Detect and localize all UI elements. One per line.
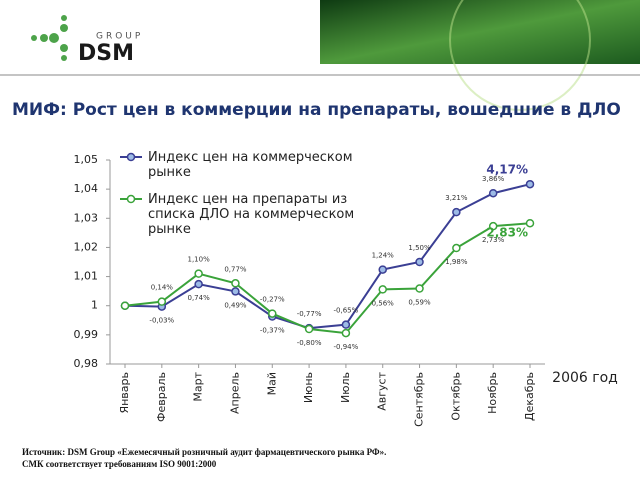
marker bbox=[525, 218, 535, 228]
value-label: 2,83% bbox=[486, 226, 528, 240]
marker bbox=[341, 320, 351, 329]
chart-title: МИФ: Рост цен в коммерции на препараты, … bbox=[12, 100, 621, 120]
legend: Индекс цен на коммерческом рынке Индекс ц… bbox=[120, 150, 398, 249]
marker bbox=[194, 269, 203, 278]
value-label: -0,27% bbox=[260, 296, 285, 304]
x-tick-label: Май bbox=[265, 372, 278, 395]
y-tick-label: 1,02 bbox=[74, 240, 99, 253]
value-label: 3,86% bbox=[482, 175, 505, 183]
legend-item: Индекс цен на коммерческом рынке bbox=[120, 150, 398, 180]
x-tick-label: Апрель bbox=[228, 372, 241, 414]
x-tick-label: Июль bbox=[339, 372, 352, 403]
marker bbox=[341, 328, 351, 338]
footer: Источник: DSM Group «Ежемесячный розничн… bbox=[22, 446, 386, 470]
x-tick-label: Март bbox=[192, 371, 205, 401]
series-line bbox=[124, 183, 531, 330]
marker bbox=[120, 301, 130, 310]
marker bbox=[488, 188, 498, 198]
marker bbox=[452, 207, 461, 217]
x-tick-label: Декабрь bbox=[523, 372, 536, 421]
legend-label: Индекс цен на препараты из списка ДЛО на… bbox=[148, 192, 355, 237]
marker bbox=[231, 287, 240, 296]
value-label: 2,73% bbox=[482, 236, 505, 244]
header-image bbox=[320, 0, 640, 64]
marker bbox=[415, 284, 424, 293]
x-tick-label: Август bbox=[376, 371, 389, 410]
value-label: 0,74% bbox=[188, 294, 211, 302]
y-tick-label: 1,05 bbox=[74, 153, 99, 166]
value-label: 0,49% bbox=[224, 301, 247, 309]
x-tick-label: Февраль bbox=[155, 372, 168, 422]
marker bbox=[304, 324, 314, 334]
marker bbox=[231, 279, 240, 288]
y-tick-label: 1 bbox=[91, 299, 98, 312]
x-tick-label: Сентябрь bbox=[413, 372, 426, 427]
y-tick-label: 1,04 bbox=[74, 182, 99, 195]
logo-big: DSM bbox=[78, 41, 134, 66]
value-label: 0,14% bbox=[151, 284, 174, 292]
annotation: 2006 год bbox=[552, 370, 618, 386]
value-label: -0,77% bbox=[297, 310, 322, 318]
marker bbox=[268, 309, 277, 318]
footer-line: СМК соответствует требованиям ISO 9001:2… bbox=[22, 459, 217, 469]
x-tick-label: Октябрь bbox=[449, 372, 462, 421]
marker bbox=[378, 265, 387, 274]
marker bbox=[488, 221, 498, 231]
value-label: 1,24% bbox=[372, 252, 395, 260]
logo-small: GROUP bbox=[96, 32, 143, 42]
legend-label: Индекс цен на коммерческом рынке bbox=[148, 150, 353, 180]
value-label: -0,37% bbox=[260, 326, 285, 334]
legend-item: Индекс цен на препараты из списка ДЛО на… bbox=[120, 192, 398, 237]
value-label: 0,77% bbox=[224, 265, 247, 273]
value-label: -0,80% bbox=[297, 339, 322, 347]
value-label: 3,21% bbox=[445, 194, 468, 202]
legend-swatch bbox=[120, 152, 142, 162]
value-label: -0,94% bbox=[334, 343, 359, 351]
x-tick-label: Ноябрь bbox=[486, 372, 499, 414]
y-tick-label: 0,98 bbox=[74, 357, 99, 370]
value-label: 4,17% bbox=[486, 163, 528, 177]
legend-swatch bbox=[120, 194, 142, 204]
y-tick-label: 1,03 bbox=[74, 211, 99, 224]
logo-dots bbox=[31, 15, 68, 61]
footer-line: Источник: DSM Group «Ежемесячный розничн… bbox=[22, 447, 387, 457]
marker bbox=[415, 257, 424, 267]
value-label: 1,98% bbox=[445, 258, 468, 266]
marker bbox=[378, 285, 387, 294]
y-tick-label: 1,01 bbox=[74, 270, 99, 283]
marker bbox=[525, 179, 535, 189]
header-image-decor bbox=[449, 0, 591, 111]
value-label: -0,65% bbox=[334, 307, 359, 315]
value-label: -0,03% bbox=[149, 317, 174, 325]
y-tick-label: 0,99 bbox=[74, 328, 99, 341]
marker bbox=[194, 279, 203, 289]
marker bbox=[452, 243, 461, 253]
value-label: 0,59% bbox=[408, 299, 431, 307]
x-tick-label: Январь bbox=[118, 372, 131, 414]
x-tick-label: Июнь bbox=[302, 372, 315, 403]
value-label: 1,50% bbox=[408, 244, 431, 252]
value-label: 0,56% bbox=[372, 299, 395, 307]
marker bbox=[157, 297, 167, 306]
value-label: 1,10% bbox=[188, 256, 211, 264]
series-line bbox=[124, 222, 531, 335]
